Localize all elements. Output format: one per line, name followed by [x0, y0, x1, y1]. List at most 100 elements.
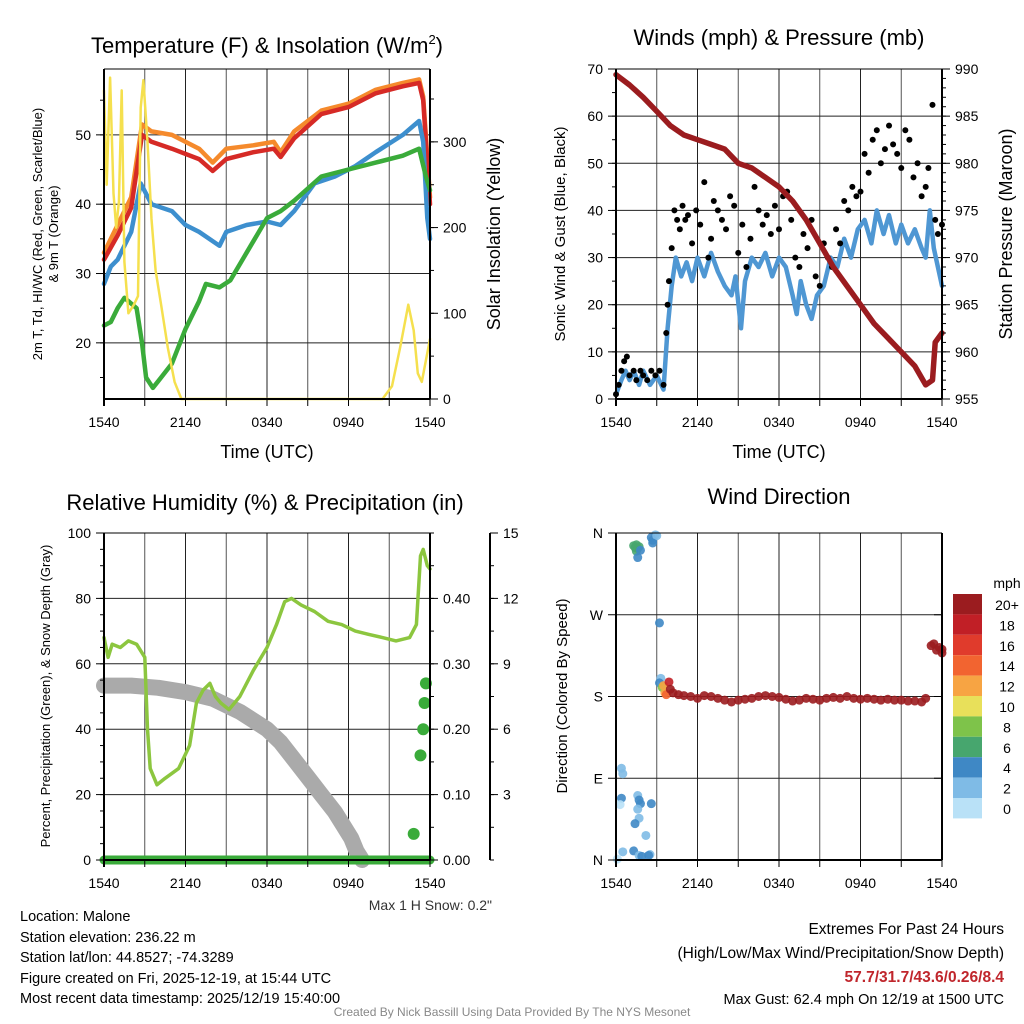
y-tick-label: N	[593, 852, 603, 868]
direction-point	[646, 799, 656, 809]
legend-swatch	[953, 696, 982, 717]
direction-point	[910, 696, 920, 706]
legend-label: 2	[1003, 781, 1011, 797]
gust-point	[845, 207, 852, 214]
gust-point	[776, 226, 782, 233]
y-tick-label-right: 975	[955, 202, 979, 218]
gust-point	[630, 367, 637, 374]
gust-point	[697, 221, 704, 228]
legend-swatch	[953, 777, 982, 798]
legend-label: 4	[1003, 760, 1011, 776]
y-tick-label: 0	[595, 391, 603, 407]
direction-point	[648, 538, 658, 548]
gust-point	[727, 193, 734, 200]
legend-label: 12	[999, 679, 1015, 695]
y-axis-label: Sonic Wind & Gust (Blue, Black)	[552, 126, 569, 341]
gust-point	[881, 146, 888, 153]
direction-point	[760, 691, 770, 701]
y-tick-label-right: 15	[503, 525, 519, 541]
x-tick-label: 1540	[600, 875, 631, 891]
direction-point	[644, 850, 654, 860]
gust-point	[714, 207, 721, 214]
gust-point	[873, 127, 880, 134]
direction-point	[713, 693, 723, 703]
x-axis-label: Time (UTC)	[732, 442, 825, 462]
direction-point	[842, 692, 852, 701]
gust-point	[894, 150, 901, 157]
y-tick-label-right: 0.30	[443, 656, 470, 672]
direction-point	[801, 693, 811, 703]
direction-point	[699, 691, 709, 701]
x-axis-label: Time (UTC)	[220, 442, 313, 462]
x-tick-label: 1540	[414, 414, 445, 430]
legend-label: 16	[999, 638, 1015, 654]
direction-point	[747, 693, 757, 703]
gust-point	[922, 183, 929, 190]
direction-point	[774, 692, 784, 702]
gust-point	[676, 226, 683, 233]
direction-point	[822, 693, 832, 703]
gust-point	[693, 207, 700, 214]
gust-point	[648, 367, 655, 374]
direction-point	[808, 694, 818, 704]
gust-point	[684, 212, 691, 219]
gust-point	[668, 245, 675, 252]
direction-point	[740, 694, 750, 704]
station-info: Location: Malone Station elevation: 236.…	[20, 907, 340, 1010]
gust-point	[708, 235, 715, 242]
y-tick-label: 30	[587, 250, 603, 266]
y-tick-label-right: 990	[955, 61, 979, 77]
x-tick-label: 1540	[926, 875, 957, 891]
legend-swatch	[953, 594, 982, 615]
gust-point	[660, 381, 667, 388]
series-relative-humidity	[102, 547, 432, 787]
gust-point	[689, 240, 696, 247]
extremes-subtitle: (High/Low/Max Wind/Precipitation/Snow De…	[677, 945, 1005, 962]
y-tick-label-right: 980	[955, 155, 979, 171]
y-tick-label: 60	[75, 656, 91, 672]
y-tick-label-right: 100	[443, 305, 467, 321]
gust-point	[618, 367, 625, 374]
series-solar-insolation	[102, 76, 432, 401]
y-tick-label: 60	[587, 108, 603, 124]
extremes-block: Extremes For Past 24 Hours (High/Low/Max…	[678, 918, 1005, 1010]
x-tick-label: 2140	[682, 414, 713, 430]
gust-point	[663, 330, 670, 336]
gust-point	[767, 231, 774, 237]
speed-legend: mph 20+ 18 16 14 12 10 8 6 4 2 0	[953, 575, 1021, 819]
direction-point	[869, 694, 879, 704]
gust-point	[788, 216, 795, 223]
direction-point	[664, 677, 674, 687]
gust-point	[731, 202, 738, 209]
direction-point	[635, 545, 645, 555]
x-tick-label: 0940	[333, 414, 364, 430]
direction-point	[794, 695, 804, 705]
x-tick-label: 0940	[333, 875, 364, 891]
gust-point	[640, 372, 647, 379]
y-tick-label: E	[594, 770, 603, 786]
y-tick-label: 0	[83, 852, 91, 868]
gust-point	[644, 377, 651, 384]
gust-point	[771, 202, 778, 209]
x-tick-label: 0340	[763, 875, 794, 891]
gust-point	[929, 101, 936, 108]
y-axis-label-line2: & 9m T (Orange)	[46, 185, 61, 282]
precip-point	[417, 723, 430, 736]
y-tick-label-right: 0.20	[443, 721, 470, 737]
y-tick-label-right: 300	[443, 134, 467, 150]
legend-label: 10	[999, 699, 1015, 715]
series-pressure	[613, 71, 945, 388]
direction-point	[641, 830, 651, 840]
panel-title: Wind Direction	[707, 484, 850, 509]
direction-point	[618, 769, 628, 779]
recent-text: Most recent data timestamp: 2025/12/19 1…	[20, 991, 341, 1007]
gust-point	[837, 240, 844, 247]
direction-point	[835, 693, 845, 703]
y-axis-label: Percent, Precipitation (Green), & Snow D…	[38, 545, 53, 848]
y-tick-label: S	[594, 689, 603, 705]
gust-point	[665, 278, 672, 285]
gust-point	[755, 207, 762, 214]
y-tick-label-right: 9	[503, 656, 511, 672]
direction-point	[828, 692, 838, 702]
x-tick-label: 1540	[88, 875, 119, 891]
